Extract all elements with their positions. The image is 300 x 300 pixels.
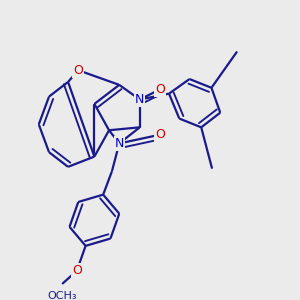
Text: O: O <box>155 83 165 96</box>
Text: O: O <box>72 264 82 277</box>
Text: O: O <box>155 128 165 141</box>
Text: N: N <box>135 93 144 106</box>
Text: N: N <box>115 137 124 150</box>
Text: O: O <box>74 64 83 77</box>
Text: OCH₃: OCH₃ <box>47 291 77 300</box>
